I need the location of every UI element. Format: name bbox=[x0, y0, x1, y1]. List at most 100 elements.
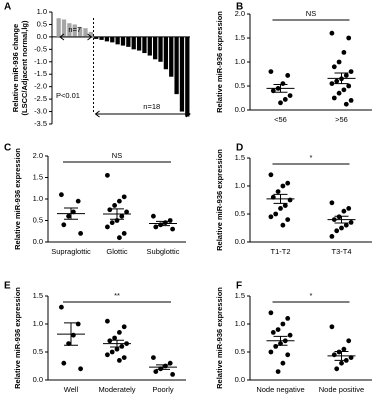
error-bar bbox=[273, 335, 288, 346]
y-axis-label: Relative miR-936 change bbox=[11, 24, 20, 112]
data-point bbox=[61, 222, 67, 228]
significance-label: NS bbox=[306, 9, 316, 18]
y-tick-label: 1.0 bbox=[37, 7, 47, 16]
data-point bbox=[280, 222, 286, 228]
count-label: n=7 bbox=[68, 25, 81, 34]
error-bar bbox=[64, 322, 78, 346]
data-point bbox=[268, 214, 274, 220]
y-tick-label: 0.0 bbox=[235, 105, 245, 114]
data-point bbox=[336, 90, 342, 96]
bar bbox=[153, 36, 158, 60]
data-point bbox=[331, 352, 337, 358]
data-point bbox=[268, 349, 274, 355]
y-tick-label: 0.5 bbox=[33, 215, 43, 224]
data-point bbox=[273, 344, 279, 349]
data-point bbox=[285, 352, 291, 358]
data-point bbox=[105, 172, 110, 178]
data-point bbox=[341, 50, 347, 55]
data-point bbox=[329, 30, 335, 36]
bar bbox=[94, 36, 99, 39]
data-point bbox=[75, 321, 81, 327]
p-value: P<0.01 bbox=[56, 91, 80, 100]
data-point bbox=[285, 180, 291, 186]
data-point bbox=[112, 203, 117, 208]
y-tick-label: 1.0 bbox=[235, 181, 245, 190]
y-tick-label: 0.0 bbox=[235, 375, 245, 384]
bar bbox=[120, 36, 126, 46]
x-tick-label: Glottic bbox=[106, 247, 128, 256]
y-tick-label: 0.5 bbox=[235, 81, 245, 90]
data-point bbox=[59, 192, 64, 198]
data-point bbox=[107, 207, 113, 213]
bar bbox=[131, 36, 136, 50]
data-point bbox=[285, 217, 291, 223]
data-point bbox=[341, 346, 347, 352]
data-point bbox=[151, 213, 156, 219]
data-point bbox=[268, 172, 274, 178]
data-point bbox=[280, 183, 286, 189]
y-tick-label: -1.5 bbox=[34, 69, 47, 78]
data-point bbox=[329, 200, 335, 206]
data-point bbox=[341, 208, 347, 214]
data-point bbox=[71, 209, 76, 215]
bar bbox=[179, 36, 185, 112]
bar bbox=[61, 19, 67, 37]
data-point bbox=[341, 87, 347, 93]
data-point bbox=[346, 206, 352, 211]
data-point bbox=[119, 213, 125, 219]
data-point bbox=[282, 97, 288, 102]
y-tick-label: 1.5 bbox=[235, 33, 245, 42]
x-tick-label: Well bbox=[64, 385, 79, 394]
y-tick-label: 2.0 bbox=[33, 151, 43, 160]
data-point bbox=[153, 369, 159, 374]
data-point bbox=[336, 214, 342, 220]
error-bar bbox=[273, 193, 288, 204]
data-point bbox=[78, 231, 83, 236]
significance-label: * bbox=[310, 291, 313, 300]
x-tick-label: Moderately bbox=[98, 385, 135, 394]
y-tick-label: 1.0 bbox=[33, 194, 43, 203]
y-axis-label: Relative miR-936 expression bbox=[13, 287, 22, 389]
y-tick-label: 0.5 bbox=[235, 209, 245, 218]
error-bar bbox=[156, 364, 170, 370]
data-point bbox=[112, 335, 117, 341]
data-point bbox=[334, 228, 340, 234]
panel-letter: F bbox=[236, 281, 242, 292]
panel-letter: E bbox=[4, 281, 11, 292]
bar bbox=[126, 36, 131, 47]
y-tick-label: 2.0 bbox=[235, 9, 245, 18]
data-point bbox=[121, 355, 127, 360]
data-point bbox=[119, 344, 125, 349]
data-point bbox=[336, 59, 342, 65]
data-point bbox=[278, 206, 283, 211]
x-tick-label: Supraglottic bbox=[51, 247, 91, 256]
data-point bbox=[114, 346, 120, 352]
bar bbox=[158, 36, 163, 62]
y-tick-label: -3.0 bbox=[34, 107, 47, 116]
data-point bbox=[124, 209, 129, 215]
y-tick-label: -3.5 bbox=[34, 119, 47, 128]
data-point bbox=[117, 235, 122, 241]
panel-letter: A bbox=[4, 2, 11, 13]
y-axis-label: (LSCC/Adjacent normal,lg) bbox=[20, 20, 29, 116]
significance-label: ** bbox=[114, 291, 120, 300]
x-tick-label: Subglottic bbox=[147, 247, 180, 256]
data-point bbox=[339, 225, 344, 231]
y-tick-label: 1.5 bbox=[235, 153, 245, 162]
y-axis-label: Relative miR-936 expression bbox=[215, 149, 224, 251]
data-point bbox=[75, 198, 81, 204]
count-label: n=18 bbox=[143, 102, 160, 111]
data-point bbox=[163, 363, 168, 369]
count-arrow bbox=[94, 110, 191, 118]
y-tick-label: 1.5 bbox=[33, 172, 43, 181]
y-tick-label: -2.5 bbox=[34, 94, 47, 103]
data-point bbox=[275, 369, 281, 374]
x-tick-label: T1-T2 bbox=[270, 247, 290, 256]
bar bbox=[56, 18, 61, 37]
data-point bbox=[273, 211, 279, 217]
error-bar bbox=[334, 215, 349, 224]
y-tick-label: 1.5 bbox=[235, 291, 245, 300]
y-tick-label: 1.0 bbox=[235, 57, 245, 66]
y-tick-label: 1.0 bbox=[33, 319, 43, 328]
